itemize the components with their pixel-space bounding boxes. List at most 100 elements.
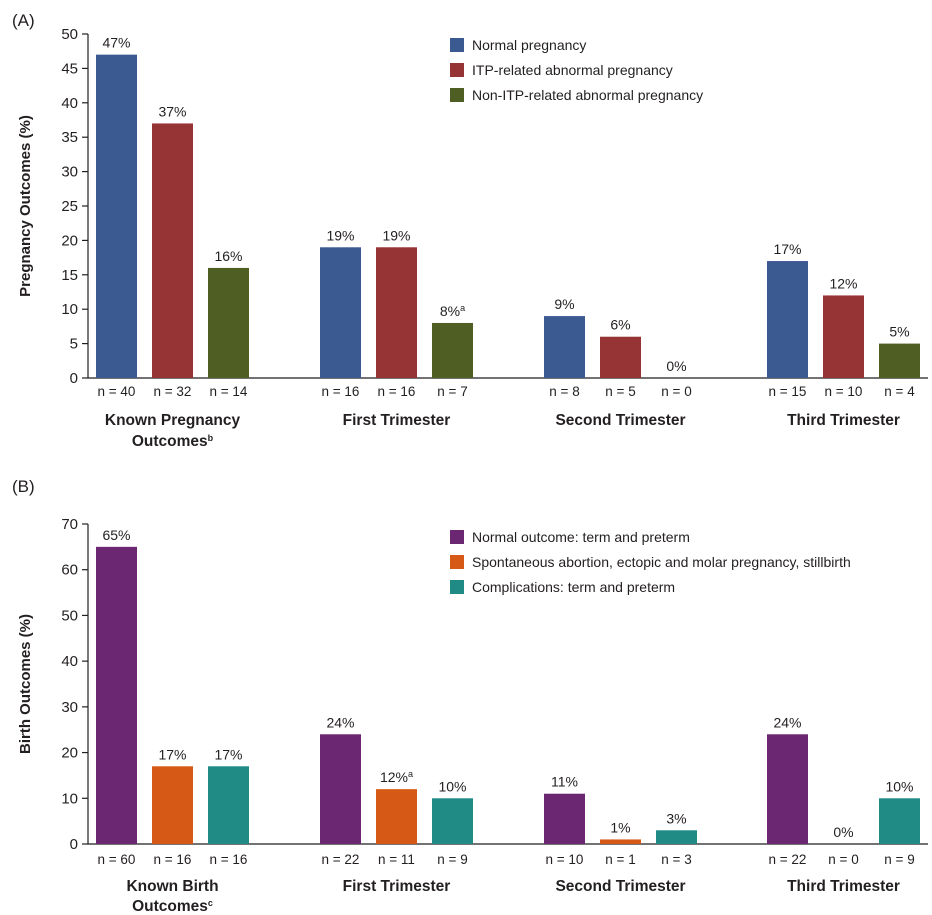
bar-value-label: 1% bbox=[610, 819, 630, 835]
bar-value-label: 12%a bbox=[380, 769, 413, 785]
legend-label: ITP-related abnormal pregnancy bbox=[472, 62, 673, 78]
legend-swatch bbox=[450, 555, 464, 569]
y-tick-label: 10 bbox=[61, 790, 78, 807]
bar-value-label: 6% bbox=[610, 317, 630, 333]
bar bbox=[432, 798, 473, 844]
sample-size-label: n = 16 bbox=[322, 384, 360, 399]
sample-size-label: n = 40 bbox=[98, 384, 136, 399]
bar-value-label: 19% bbox=[326, 227, 354, 243]
legend-label: Complications: term and preterm bbox=[472, 579, 675, 595]
sample-size-label: n = 16 bbox=[210, 852, 248, 867]
category-label: Third Trimester bbox=[787, 878, 900, 895]
bar-value-label: 24% bbox=[773, 714, 801, 730]
legend-swatch bbox=[450, 63, 464, 77]
sample-size-label: n = 10 bbox=[546, 852, 584, 867]
bar bbox=[96, 54, 137, 378]
sample-size-label: n = 5 bbox=[605, 384, 635, 399]
sample-size-label: n = 16 bbox=[154, 852, 192, 867]
category-label-line: First Trimester bbox=[343, 412, 451, 429]
category-label: First Trimester bbox=[343, 412, 451, 429]
category-label-line: First Trimester bbox=[343, 878, 451, 895]
category-label: Second Trimester bbox=[555, 878, 685, 895]
legend-label: Non-ITP-related abnormal pregnancy bbox=[472, 87, 703, 103]
category-label-line: Second Trimester bbox=[555, 878, 685, 895]
legend-label: Normal pregnancy bbox=[472, 37, 586, 53]
panel-a-pregnancy-outcomes-chart: (A) Pregnancy Outcomes (%) 0 5 10 15 20 25 30 35 4… bbox=[12, 11, 928, 450]
legend-swatch bbox=[450, 38, 464, 52]
legend-label: Spontaneous abortion, ectopic and molar … bbox=[472, 554, 851, 570]
sample-size-label: n = 1 bbox=[605, 852, 635, 867]
bar-value-label: 5% bbox=[889, 324, 909, 340]
category-label-line: Second Trimester bbox=[555, 412, 685, 429]
category-label: Known Birth Outcomesc bbox=[126, 878, 218, 915]
sample-size-label: n = 16 bbox=[378, 384, 416, 399]
bar bbox=[767, 261, 808, 378]
sample-size-label: n = 14 bbox=[210, 384, 248, 399]
y-tick-label: 45 bbox=[61, 60, 78, 77]
bar-value-label: 0% bbox=[833, 824, 853, 840]
legend-swatch bbox=[450, 580, 464, 594]
sample-size-label: n = 11 bbox=[378, 852, 415, 867]
bar-value-label: 17% bbox=[214, 746, 242, 762]
sample-size-label: n = 9 bbox=[884, 852, 914, 867]
legend: Normal outcome: term and preterm Spontane… bbox=[450, 529, 851, 595]
footnote-superscript: c bbox=[208, 898, 213, 908]
legend: Normal pregnancy ITP-related abnormal pre… bbox=[450, 37, 703, 103]
category-label-line: Known Pregnancy bbox=[105, 412, 241, 429]
bar bbox=[376, 247, 417, 378]
sample-size-label: n = 3 bbox=[661, 852, 691, 867]
y-tick-label: 70 bbox=[61, 516, 78, 533]
sample-size-label: n = 4 bbox=[884, 384, 915, 399]
bar bbox=[376, 789, 417, 844]
bar-value-label: 10% bbox=[438, 778, 466, 794]
y-tick-label: 0 bbox=[70, 836, 78, 853]
y-tick-label: 50 bbox=[61, 26, 78, 43]
category-label: Third Trimester bbox=[787, 412, 900, 429]
y-tick-label: 60 bbox=[61, 562, 78, 579]
sample-size-label: n = 60 bbox=[98, 852, 136, 867]
bar-value-label: 11% bbox=[551, 774, 578, 790]
category-label-line: Known Birth bbox=[126, 878, 218, 895]
category-label: Known Pregnancy Outcomesb bbox=[105, 412, 241, 450]
bar bbox=[656, 830, 697, 844]
category-label: Second Trimester bbox=[555, 412, 685, 429]
sample-size-label: n = 32 bbox=[154, 384, 192, 399]
y-tick-label: 20 bbox=[61, 745, 78, 762]
category-label-line: Outcomes bbox=[132, 433, 208, 450]
bar-value-label: 24% bbox=[326, 714, 354, 730]
bar-value-label: 37% bbox=[158, 103, 186, 119]
bar-value-label: 10% bbox=[885, 778, 913, 794]
bar bbox=[208, 766, 249, 844]
bar-value-label: 17% bbox=[158, 746, 186, 762]
sample-size-label: n = 0 bbox=[828, 852, 858, 867]
panel-label: (A) bbox=[12, 11, 35, 30]
y-axis-label: Birth Outcomes (%) bbox=[17, 614, 34, 754]
y-tick-label: 20 bbox=[61, 232, 78, 249]
sample-size-label: n = 22 bbox=[769, 852, 807, 867]
bar bbox=[544, 316, 585, 378]
sample-size-label: n = 9 bbox=[437, 852, 467, 867]
bar bbox=[432, 322, 473, 378]
y-tick-label: 5 bbox=[70, 336, 78, 353]
y-tick-label: 40 bbox=[61, 95, 78, 112]
bar bbox=[879, 798, 920, 844]
bar-value-label: 0% bbox=[666, 358, 686, 374]
bar-value-label: 3% bbox=[666, 810, 686, 826]
legend-swatch bbox=[450, 88, 464, 102]
bar bbox=[320, 247, 361, 378]
bar bbox=[544, 793, 585, 844]
bar bbox=[208, 267, 249, 378]
y-axis-label: Pregnancy Outcomes (%) bbox=[17, 115, 34, 297]
bar bbox=[152, 766, 193, 844]
panel-label: (B) bbox=[12, 477, 35, 496]
legend-swatch bbox=[450, 530, 464, 544]
bar bbox=[152, 123, 193, 378]
footnote-superscript: b bbox=[208, 433, 214, 443]
bar-value-label: 16% bbox=[214, 248, 242, 264]
category-label: First Trimester bbox=[343, 878, 451, 895]
legend-label: Normal outcome: term and preterm bbox=[472, 529, 690, 545]
bar-value-label: 9% bbox=[554, 296, 574, 312]
category-label-line: Third Trimester bbox=[787, 412, 900, 429]
bar-value-label: 19% bbox=[382, 227, 410, 243]
